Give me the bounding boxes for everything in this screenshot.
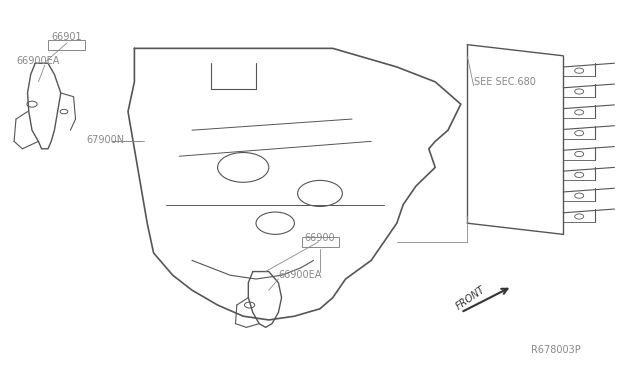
Bar <box>48 40 85 50</box>
Text: R678003P: R678003P <box>531 345 581 355</box>
Bar <box>302 237 339 247</box>
Text: 66900EA: 66900EA <box>16 57 60 66</box>
Text: SEE SEC.680: SEE SEC.680 <box>474 77 536 87</box>
Text: 66900EA: 66900EA <box>278 270 322 280</box>
Text: 66901: 66901 <box>51 32 82 42</box>
Text: FRONT: FRONT <box>454 284 488 311</box>
Text: 67900N: 67900N <box>86 135 125 144</box>
Text: 66900: 66900 <box>304 233 335 243</box>
